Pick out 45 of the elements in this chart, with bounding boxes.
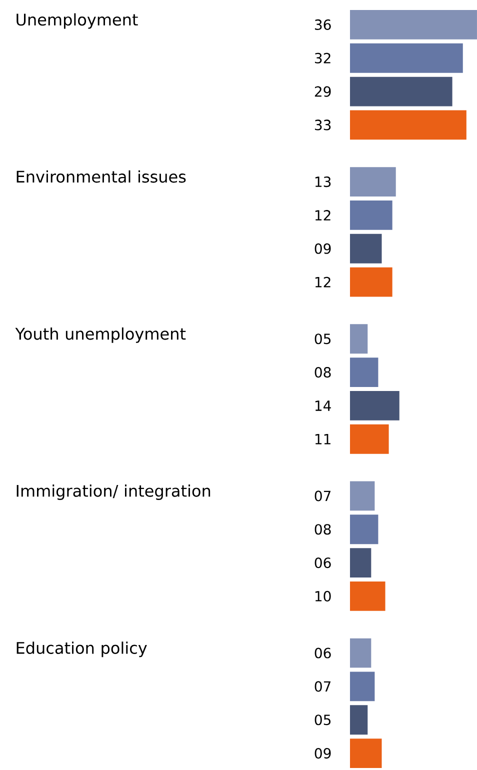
data-label: 09 bbox=[314, 748, 331, 759]
bar bbox=[350, 514, 378, 544]
bar bbox=[350, 672, 375, 702]
bar bbox=[350, 358, 378, 387]
data-label: 05 bbox=[314, 334, 330, 344]
bar bbox=[350, 738, 382, 768]
y-tick-label: Education policy bbox=[16, 642, 147, 658]
bar bbox=[350, 10, 477, 40]
data-label: 12 bbox=[315, 210, 330, 220]
bar bbox=[350, 167, 396, 196]
bar bbox=[350, 391, 400, 420]
y-tick-label: Unemployment bbox=[16, 13, 138, 29]
bar bbox=[350, 705, 368, 735]
data-label: 29 bbox=[314, 86, 331, 97]
data-label: 05 bbox=[314, 714, 330, 726]
data-label: 09 bbox=[314, 243, 331, 254]
y-tick-label: Immigration/ integration bbox=[16, 484, 210, 500]
data-label: 32 bbox=[314, 52, 330, 64]
bar bbox=[350, 424, 389, 454]
data-label: 14 bbox=[315, 400, 331, 411]
bar bbox=[350, 110, 466, 140]
y-tick-label: Youth unemployment bbox=[15, 327, 186, 343]
bar bbox=[350, 234, 382, 264]
data-label: 11 bbox=[315, 434, 330, 444]
bar bbox=[350, 324, 368, 354]
bar bbox=[350, 200, 392, 230]
data-label: 07 bbox=[314, 490, 331, 502]
bar bbox=[350, 481, 375, 511]
data-label: 08 bbox=[314, 366, 331, 378]
bar bbox=[350, 76, 452, 106]
data-label: 12 bbox=[315, 276, 330, 288]
bar bbox=[350, 267, 392, 297]
data-label: 13 bbox=[315, 176, 331, 188]
bar bbox=[350, 43, 463, 73]
data-label: 33 bbox=[314, 120, 331, 130]
y-tick-label: Environmental issues bbox=[16, 170, 186, 183]
bar bbox=[350, 548, 372, 578]
data-label: 10 bbox=[315, 590, 331, 602]
data-label: 06 bbox=[314, 648, 331, 658]
bar bbox=[350, 638, 372, 668]
bar bbox=[350, 582, 386, 611]
data-label: 36 bbox=[314, 19, 331, 30]
data-label: 08 bbox=[314, 524, 331, 535]
data-label: 07 bbox=[314, 681, 331, 692]
data-label: 06 bbox=[314, 557, 331, 568]
